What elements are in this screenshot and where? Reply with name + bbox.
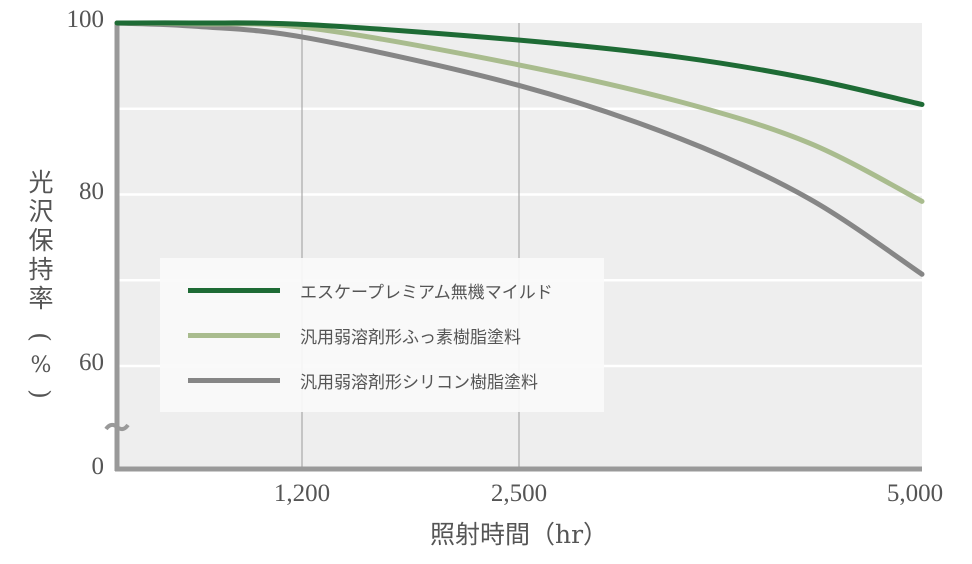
legend-swatch-line-icon xyxy=(188,377,280,383)
x-tick-2500: 2,500 xyxy=(490,480,548,507)
y-axis-label-unit: ( % ) xyxy=(26,323,56,408)
legend-label: 汎用弱溶剤形ふっ素樹脂塗料 xyxy=(300,327,521,348)
legend-item-silicone: 汎用弱溶剤形シリコン樹脂塗料 xyxy=(188,367,538,393)
series-line xyxy=(114,20,925,277)
legend-item-premium: エスケープレミアム無機マイルド xyxy=(188,277,553,303)
y-axis-label-char: 保 xyxy=(28,226,54,255)
y-tick-0: 0 xyxy=(91,453,105,480)
y-axis-unit-percent: % xyxy=(30,353,52,378)
y-tick-80: 80 xyxy=(79,178,104,205)
x-tick-1200: 1,200 xyxy=(273,480,331,507)
x-axis-label: 照射時間（hr） xyxy=(430,520,609,549)
y-axis-label-char: 率 xyxy=(28,284,54,313)
legend: エスケープレミアム無機マイルド 汎用弱溶剤形ふっ素樹脂塗料 汎用弱溶剤形シリコン… xyxy=(160,258,604,412)
y-axis-label-char: 持 xyxy=(28,255,54,284)
y-axis-label-char: 沢 xyxy=(28,197,54,226)
y-axis-unit-open-paren: ( xyxy=(26,332,55,342)
legend-label: 汎用弱溶剤形シリコン樹脂塗料 xyxy=(300,372,538,393)
y-tick-60: 60 xyxy=(79,349,104,376)
axis-break-icon xyxy=(104,422,130,432)
y-axis-unit-close-paren: ) xyxy=(26,389,55,399)
x-tick-5000: 5,000 xyxy=(886,480,944,507)
series-lines xyxy=(114,20,925,277)
series-line xyxy=(114,20,925,107)
y-tick-100: 100 xyxy=(66,6,105,33)
legend-label: エスケープレミアム無機マイルド xyxy=(300,282,553,303)
legend-item-fluorine: 汎用弱溶剤形ふっ素樹脂塗料 xyxy=(188,322,521,348)
legend-swatch-line-icon xyxy=(188,332,280,338)
legend-swatch-line-icon xyxy=(188,287,280,293)
y-axis-label: 光 沢 保 持 率 ( % ) xyxy=(26,168,56,408)
y-axis-label-char: 光 xyxy=(28,168,54,197)
